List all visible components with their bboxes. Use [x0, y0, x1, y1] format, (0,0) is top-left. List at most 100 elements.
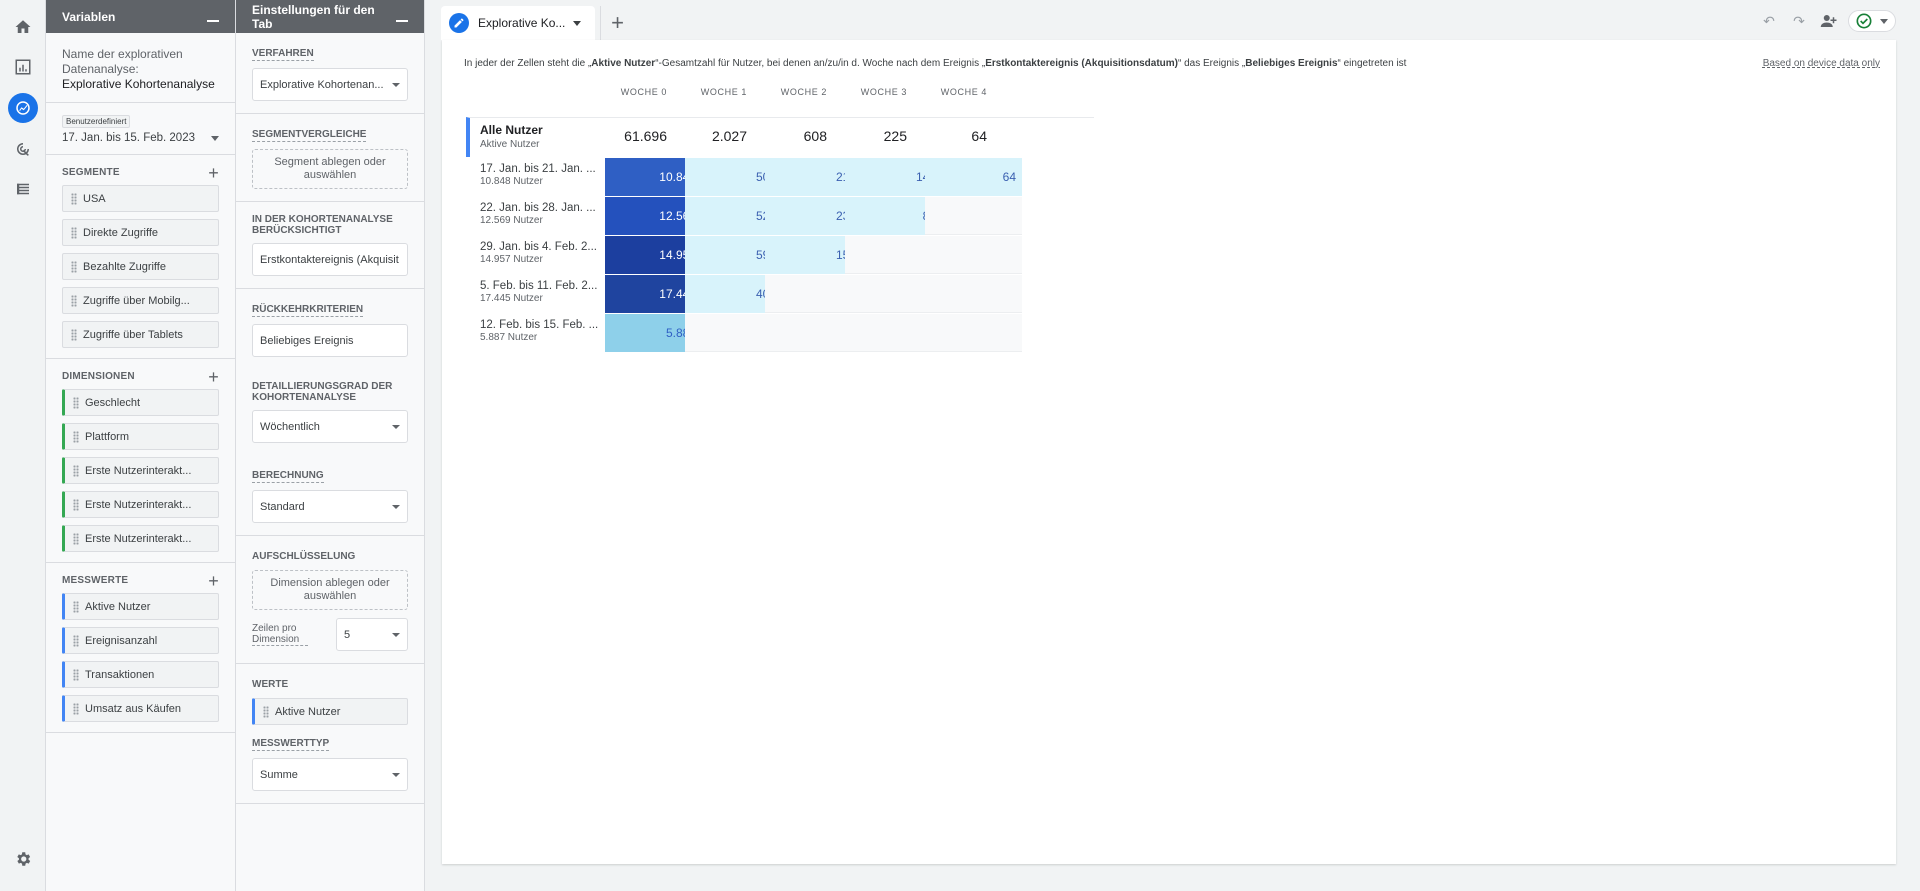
segment-chip[interactable]: Direkte Zugriffe	[62, 219, 219, 246]
calculation-label: BERECHNUNG	[252, 470, 324, 483]
chevron-down-icon	[392, 504, 400, 509]
rows-per-dimension-select[interactable]: 5	[336, 618, 408, 651]
add-segment-icon[interactable]: +	[208, 162, 219, 183]
drag-handle-icon[interactable]	[263, 705, 269, 718]
technique-select[interactable]: Explorative Kohortenan...	[252, 68, 408, 101]
settings-gear-icon[interactable]	[8, 844, 38, 874]
exploration-name[interactable]: Explorative Kohortenanalyse	[62, 77, 215, 91]
share-user-icon[interactable]	[1818, 10, 1840, 32]
exploration-name-label: Name der explorativen Datenanalyse:	[62, 47, 183, 76]
dimension-chip[interactable]: Geschlecht	[62, 389, 219, 416]
tab-bar: Explorative Ko... + ↶ ↷	[426, 0, 1920, 40]
drag-handle-icon[interactable]	[73, 464, 79, 477]
cohort-cell[interactable]	[925, 236, 1022, 274]
total-row-sub: Aktive Nutzer	[480, 139, 540, 150]
segment-chip[interactable]: Bezahlte Zugriffe	[62, 253, 219, 280]
home-icon[interactable]	[8, 12, 38, 42]
drag-handle-icon[interactable]	[73, 396, 79, 409]
explore-icon[interactable]	[8, 93, 38, 123]
status-menu[interactable]	[1848, 10, 1896, 32]
dimensions-title: DIMENSIONEN	[62, 371, 135, 382]
segment-chip[interactable]: Zugriffe über Mobilg...	[62, 287, 219, 314]
advertising-icon[interactable]	[8, 134, 38, 164]
metric-type-select[interactable]: Summe	[252, 758, 408, 791]
return-criteria-value: Beliebiges Ereignis	[260, 334, 354, 347]
metric-chip[interactable]: Transaktionen	[62, 661, 219, 688]
reports-icon[interactable]	[8, 52, 38, 82]
drag-handle-icon[interactable]	[71, 226, 77, 239]
add-tab-button[interactable]: +	[600, 6, 634, 40]
chevron-down-icon	[392, 424, 400, 429]
cohort-cell[interactable]: 64	[925, 158, 1022, 196]
total-value: 608	[803, 128, 827, 144]
week-header: WOCHE 3	[860, 87, 907, 97]
drag-handle-icon[interactable]	[73, 532, 79, 545]
drag-handle-icon[interactable]	[71, 328, 77, 341]
metric-chip[interactable]: Umsatz aus Käufen	[62, 695, 219, 722]
toolbar: ↶ ↷	[1758, 10, 1896, 32]
cohort-cell[interactable]	[925, 314, 1022, 352]
drag-handle-icon[interactable]	[71, 260, 77, 273]
segment-drop-zone[interactable]: Segment ablegen oder auswählen	[252, 149, 408, 189]
segment-chip[interactable]: USA	[62, 185, 219, 212]
tab-explorative-kohortenanalyse[interactable]: Explorative Ko...	[441, 6, 595, 40]
values-chip[interactable]: Aktive Nutzer	[252, 698, 408, 725]
tab-label: Explorative Ko...	[478, 16, 566, 30]
segments-section: SEGMENTE + USA Direkte Zugriffe Bezahlte Zu…	[46, 155, 235, 359]
chevron-down-icon	[1879, 18, 1888, 24]
cohort-inclusion-value: Erstkontaktereignis (Akquisit	[260, 253, 399, 266]
cohort-row-users: 17.445 Nutzer	[480, 293, 543, 304]
drag-handle-icon[interactable]	[71, 294, 77, 307]
return-criteria-select[interactable]: Beliebiges Ereignis	[252, 324, 408, 357]
drag-handle-icon[interactable]	[73, 702, 79, 715]
segment-chip-label: Zugriffe über Mobilg...	[83, 294, 190, 307]
cohort-row-users: 5.887 Nutzer	[480, 332, 538, 343]
metric-chip[interactable]: Aktive Nutzer	[62, 593, 219, 620]
breakdown-drop-zone[interactable]: Dimension ablegen oder auswählen	[252, 570, 408, 610]
total-value: 2.027	[711, 128, 747, 144]
date-dropdown-icon[interactable]	[211, 135, 219, 141]
list-icon[interactable]	[8, 174, 38, 204]
metric-chip[interactable]: Ereignisanzahl	[62, 627, 219, 654]
date-badge: Benutzerdefiniert	[62, 115, 131, 128]
settings-title: Einstellungen für den Tab	[252, 2, 375, 31]
dimension-chip[interactable]: Erste Nutzerinterakt...	[62, 491, 219, 518]
drag-handle-icon[interactable]	[73, 600, 79, 613]
chevron-down-icon[interactable]	[573, 20, 582, 26]
undo-icon[interactable]: ↶	[1763, 12, 1775, 29]
drag-handle-icon[interactable]	[73, 430, 79, 443]
cohort-cell[interactable]	[925, 197, 1022, 235]
exploration-canvas: In jeder der Zellen steht die „Aktive Nu…	[442, 40, 1896, 864]
drag-handle-icon[interactable]	[71, 192, 77, 205]
rows-per-dimension-label: Zeilen pro Dimension	[252, 623, 308, 646]
calculation-select[interactable]: Standard	[252, 490, 408, 523]
metrics-title: MESSWERTE	[62, 575, 129, 586]
cohort-inclusion-select[interactable]: Erstkontaktereignis (Akquisit	[252, 243, 408, 276]
add-dimension-icon[interactable]: +	[208, 366, 219, 387]
metric-chip-label: Umsatz aus Käufen	[85, 702, 181, 715]
breakdown-label: AUFSCHLÜSSELUNG	[252, 551, 356, 562]
segment-compare-label: SEGMENTVERGLEICHE	[252, 129, 367, 142]
cohort-cell[interactable]	[925, 275, 1022, 313]
total-row-name: Alle Nutzer	[480, 123, 543, 137]
add-metric-icon[interactable]: +	[208, 570, 219, 591]
drag-handle-icon[interactable]	[73, 498, 79, 511]
segment-chip[interactable]: Zugriffe über Tablets	[62, 321, 219, 348]
dimension-chip[interactable]: Erste Nutzerinterakt...	[62, 457, 219, 484]
cohort-row-name: 29. Jan. bis 4. Feb. 2...	[480, 241, 597, 253]
chevron-down-icon	[392, 772, 400, 777]
granularity-select[interactable]: Wöchentlich	[252, 410, 408, 443]
device-data-note[interactable]: Based on device data only	[1762, 58, 1880, 69]
minimize-icon[interactable]	[396, 19, 408, 22]
cohort-row-label: 5. Feb. bis 11. Feb. 2... 17.445 Nutzer	[480, 280, 600, 304]
drag-handle-icon[interactable]	[73, 668, 79, 681]
dimension-chip[interactable]: Plattform	[62, 423, 219, 450]
settings-header: Einstellungen für den Tab	[236, 0, 424, 33]
redo-icon[interactable]: ↷	[1793, 12, 1805, 29]
note-inclusion: Erstkontaktereignis (Akquisitionsdatum)	[985, 58, 1178, 69]
drag-handle-icon[interactable]	[73, 634, 79, 647]
dimension-chip[interactable]: Erste Nutzerinterakt...	[62, 525, 219, 552]
variables-panel: Variablen Name der explorativen Datenana…	[46, 0, 236, 891]
minimize-icon[interactable]	[207, 19, 219, 22]
date-range-section[interactable]: Benutzerdefiniert 17. Jan. bis 15. Feb. …	[46, 103, 235, 155]
